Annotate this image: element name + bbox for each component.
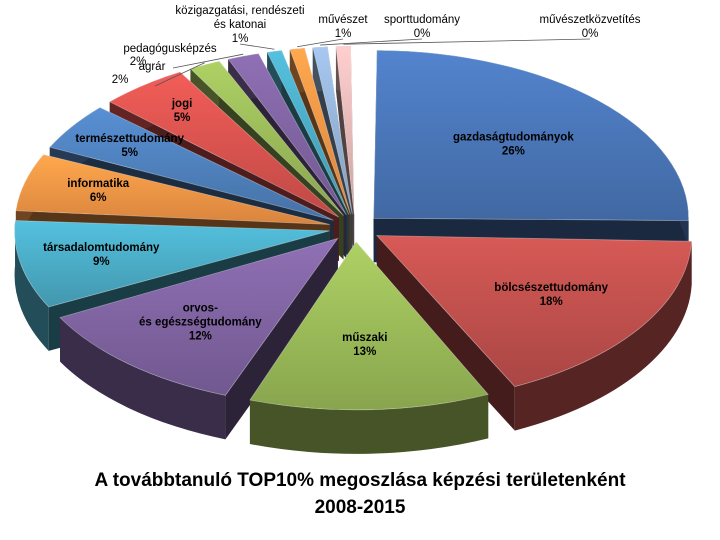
pie-slice-9 xyxy=(227,53,347,216)
slice-label: közigazgatási, rendészeti és katonai 1% xyxy=(175,5,304,45)
pie-slice-0 xyxy=(373,49,689,221)
leader-line xyxy=(297,38,344,48)
slice-label: agrár xyxy=(139,61,166,73)
pie-slice-3 xyxy=(59,237,339,396)
slice-label: 2% xyxy=(112,74,129,86)
pie-chart: gazdaságtudományok 26% bölcsészettudomány 1… xyxy=(14,5,693,454)
leader-line xyxy=(154,62,205,87)
slice-label: természettudomány 5% xyxy=(75,133,184,159)
slice-label: orvos-és egészségtudomány 12% xyxy=(139,303,262,343)
pie-slice-10 xyxy=(266,49,350,215)
slice-label: sporttudomány 0% xyxy=(384,14,460,40)
pie-slice-4 xyxy=(14,220,330,308)
pie-slice-5 xyxy=(15,154,330,225)
slice-label: gazdaságtudományok 26% xyxy=(453,132,574,158)
slice-label: művészet 1% xyxy=(318,14,368,40)
pie-slice-1 xyxy=(375,235,693,388)
leader-line xyxy=(172,53,244,69)
chart-title-line1: A továbbtanuló TOP10% megoszlása képzési… xyxy=(94,470,626,491)
pie-slice-2 xyxy=(249,241,489,411)
pie-slice-6 xyxy=(49,107,334,221)
slice-label: társadalomtudomány 9% xyxy=(43,242,160,268)
slice-label: jogi 5% xyxy=(171,98,192,124)
slice-label: bölcsészettudomány 18% xyxy=(494,282,608,308)
leader-line xyxy=(320,38,423,46)
chart-title-line2: 2008-2015 xyxy=(314,497,406,518)
slice-label: informatika 6% xyxy=(67,178,130,204)
slice-label: művészetközvetítés 0% xyxy=(540,14,641,40)
pie-slice-8 xyxy=(189,60,344,216)
leader-line xyxy=(343,38,591,45)
pie-slice-13 xyxy=(335,45,355,215)
slice-label: műszaki 13% xyxy=(342,332,387,358)
pie-slice-7 xyxy=(108,71,340,218)
pie-slice-12 xyxy=(312,46,353,215)
pie-slice-11 xyxy=(289,47,351,215)
slice-label: 2% xyxy=(130,56,147,68)
leader-line xyxy=(239,43,275,50)
slice-label: pedagógusképzés xyxy=(123,43,217,55)
